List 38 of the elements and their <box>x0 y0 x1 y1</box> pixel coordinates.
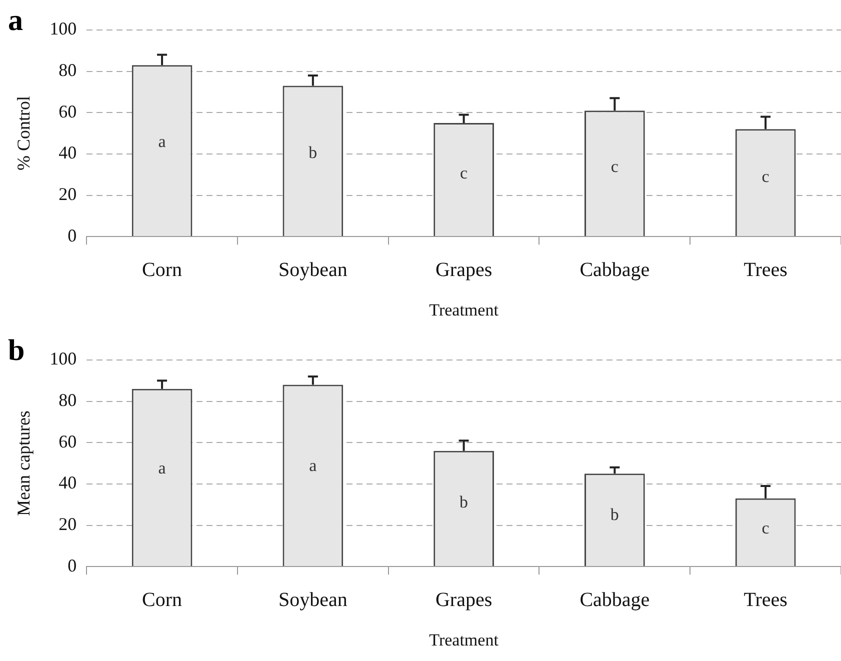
y-axis-title: Mean captures <box>14 410 34 516</box>
chart-title: b <box>8 334 25 367</box>
x-tick-label: Corn <box>142 258 182 281</box>
y-tick-label: 60 <box>58 101 77 122</box>
annotation: a <box>309 456 318 476</box>
y-tick-label: 60 <box>58 431 77 452</box>
y-tick-label: 80 <box>58 390 77 410</box>
y-tick-label: 20 <box>58 514 77 534</box>
y-tick-label: 20 <box>58 184 77 204</box>
y-tick-label: 100 <box>50 348 77 369</box>
x-tick-label: Trees <box>744 258 788 281</box>
y-tick-label: 40 <box>58 142 77 163</box>
annotation: c <box>610 156 619 176</box>
x-tick-label: Grapes <box>435 588 492 611</box>
annotation: c <box>762 166 770 186</box>
y-axis-title: % Control <box>14 96 34 171</box>
y-tick-label: 0 <box>68 555 77 576</box>
y-tick-label: 100 <box>50 18 77 39</box>
annotation: c <box>762 518 770 538</box>
y-tick-label: 0 <box>68 225 77 246</box>
x-tick-label: Trees <box>744 588 788 611</box>
y-tick-label: 80 <box>58 60 77 80</box>
x-tick-label: Soybean <box>278 588 348 611</box>
x-tick-label: Cabbage <box>580 258 650 281</box>
annotation: b <box>308 143 318 162</box>
annotation: b <box>460 492 468 512</box>
x-tick-label: Grapes <box>435 258 492 281</box>
x-tick-label: Soybean <box>278 258 348 281</box>
annotation: a <box>158 132 166 151</box>
y-tick-label: 40 <box>58 472 77 493</box>
x-axis-title: Treatment <box>429 300 499 320</box>
x-axis-title: Treatment <box>429 630 499 650</box>
annotation: a <box>158 458 166 478</box>
x-tick-label: Corn <box>142 588 182 611</box>
annotation: c <box>460 164 468 183</box>
chart-title: a <box>8 4 23 37</box>
x-tick-label: Cabbage <box>580 588 650 611</box>
annotation: b <box>610 504 619 524</box>
